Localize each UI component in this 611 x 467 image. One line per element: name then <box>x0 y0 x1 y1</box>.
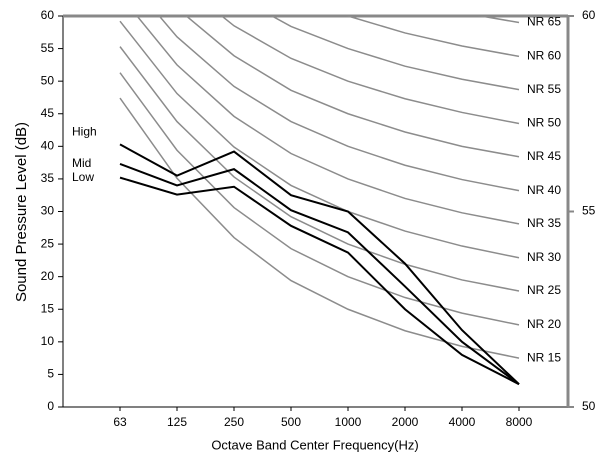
series-line <box>119 176 520 386</box>
series-label: Mid <box>72 156 91 170</box>
y2-tick-label: 50 <box>582 399 596 413</box>
series-line <box>158 16 520 192</box>
x-tick-label: 4000 <box>449 415 476 429</box>
y-tick-label: 55 <box>41 41 55 55</box>
y-tick-label: 20 <box>41 269 55 283</box>
series-label: NR 45 <box>527 149 561 163</box>
series-label: High <box>72 125 97 139</box>
series-label: NR 20 <box>527 317 561 331</box>
y-tick-label: 10 <box>41 334 55 348</box>
series-line <box>345 16 520 58</box>
series-label: NR 15 <box>527 350 561 364</box>
x-tick-label: 500 <box>281 415 301 429</box>
y2-tick-label: 60 <box>582 8 596 22</box>
x-tick-label: 250 <box>224 415 244 429</box>
series-line <box>119 20 520 259</box>
y-tick-label: 15 <box>41 301 55 315</box>
series-label: NR 40 <box>527 183 561 197</box>
y-tick-label: 30 <box>41 204 55 218</box>
y-tick-label: 45 <box>41 106 55 120</box>
x-tick-label: 63 <box>113 415 127 429</box>
x-tick-label: 2000 <box>392 415 419 429</box>
x-tick-label: 125 <box>167 415 187 429</box>
y-tick-label: 60 <box>41 8 55 22</box>
series-line <box>185 16 520 158</box>
y2-tick-label: 55 <box>582 204 596 218</box>
x-tick-label: 8000 <box>506 415 533 429</box>
y-tick-label: 25 <box>41 236 55 250</box>
y-tick-label: 40 <box>41 139 55 153</box>
x-tick-label: 1000 <box>335 415 362 429</box>
series-line <box>119 162 520 385</box>
series-label: NR 30 <box>527 250 561 264</box>
plot-area <box>119 16 520 386</box>
series-line <box>119 143 520 385</box>
series-line <box>136 16 520 225</box>
series-label: NR 55 <box>527 82 561 96</box>
series-label: NR 50 <box>527 116 561 130</box>
y-tick-label: 5 <box>47 367 54 381</box>
y-tick-label: 35 <box>41 171 55 185</box>
series-line <box>476 16 520 24</box>
series-line <box>270 16 520 91</box>
series-label: NR 35 <box>527 216 561 230</box>
y-tick-label: 50 <box>41 73 55 87</box>
series-line <box>220 16 520 125</box>
series-label: Low <box>72 170 94 184</box>
y-axis-label: Sound Pressure Level (dB) <box>13 122 30 302</box>
series-line <box>119 46 520 292</box>
series-line <box>119 97 520 359</box>
series-label: NR 60 <box>527 49 561 63</box>
x-axis-label: Octave Band Center Frequency(Hz) <box>211 437 418 452</box>
series-label: NR 65 <box>527 15 561 29</box>
y-tick-label: 0 <box>47 399 54 413</box>
series-line <box>119 72 520 326</box>
series-label: NR 25 <box>527 283 561 297</box>
